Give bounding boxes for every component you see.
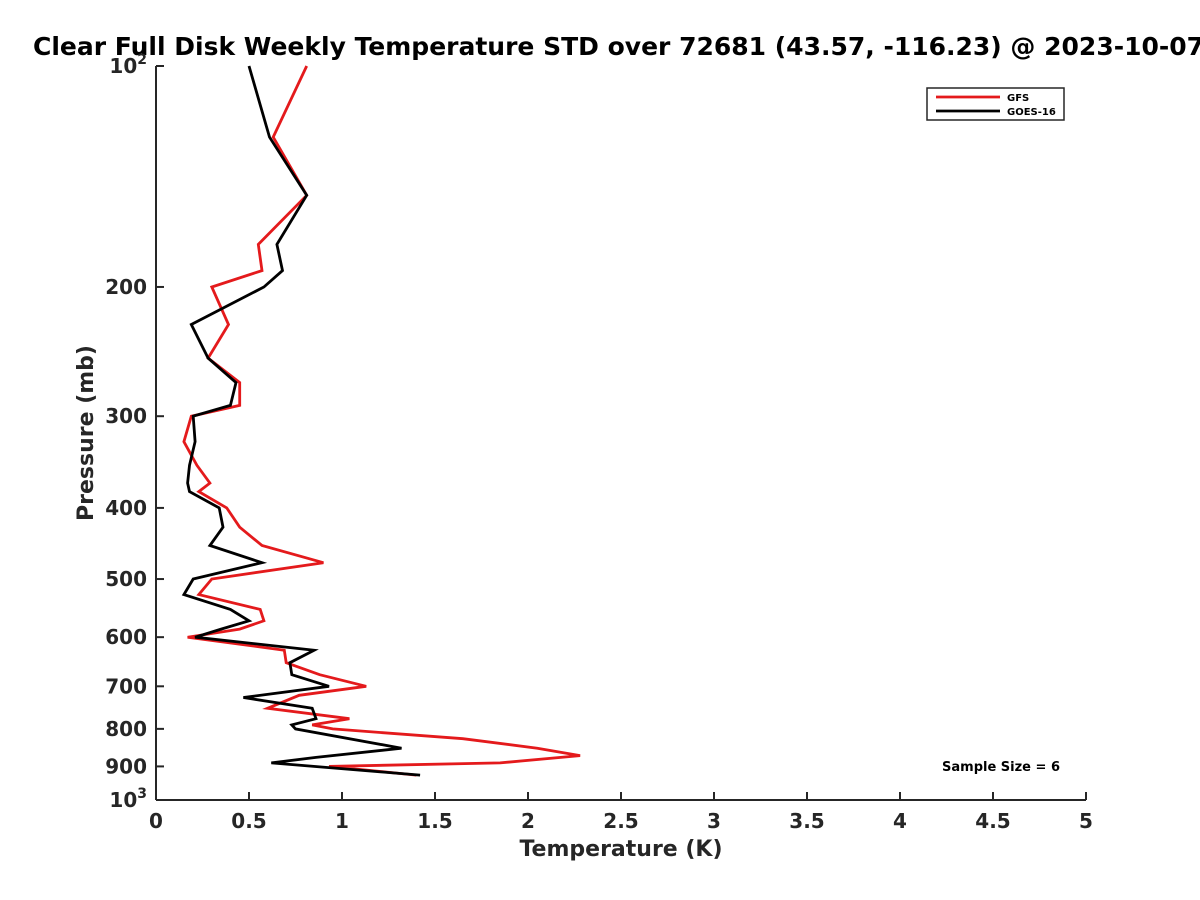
x-tick-label: 0.5 — [231, 809, 266, 833]
x-tick-label: 1.5 — [417, 809, 452, 833]
y-tick-label: 300 — [105, 404, 147, 428]
legend-label: GOES-16 — [1007, 107, 1056, 118]
y-axis-label: Pressure (mb) — [74, 345, 99, 521]
x-tick-label: 3 — [707, 809, 721, 833]
x-tick-label: 4 — [893, 809, 907, 833]
series-line-gfs — [182, 65, 581, 777]
x-axis-label: Temperature (K) — [519, 837, 722, 862]
x-ticks: 0 0.5 1 1.5 2 2.5 3 3.5 4 4.5 5 — [149, 792, 1093, 833]
legend-box — [926, 87, 1065, 121]
x-tick-label: 2 — [521, 809, 535, 833]
sample-size-annotation: Sample Size = 6 — [942, 760, 1060, 775]
series-lines — [181, 65, 581, 777]
x-tick-label: 1 — [335, 809, 349, 833]
legend: GFS GOES-16 — [926, 87, 1065, 121]
y-tick-label: 900 — [105, 754, 147, 778]
y-tick-label: 400 — [105, 496, 147, 520]
x-tick-label: 2.5 — [603, 809, 638, 833]
chart-title: Clear Full Disk Weekly Temperature STD o… — [33, 32, 1200, 61]
y-tick-label: 700 — [105, 674, 147, 698]
x-tick-label: 5 — [1079, 809, 1093, 833]
y-tick-label: 102 — [109, 52, 147, 78]
y-tick-label: 600 — [105, 625, 147, 649]
x-tick-label: 4.5 — [975, 809, 1010, 833]
y-tick-label: 200 — [105, 275, 147, 299]
y-ticks: 102 200 300 400 500 600 700 800 900 103 — [105, 52, 164, 812]
y-tick-label: 103 — [109, 786, 147, 812]
y-tick-label: 500 — [105, 567, 147, 591]
y-tick-label: 800 — [105, 717, 147, 741]
series-line-goes-16 — [181, 65, 421, 777]
x-tick-label: 0 — [149, 809, 163, 833]
legend-label: GFS — [1007, 93, 1029, 104]
x-tick-label: 3.5 — [789, 809, 824, 833]
